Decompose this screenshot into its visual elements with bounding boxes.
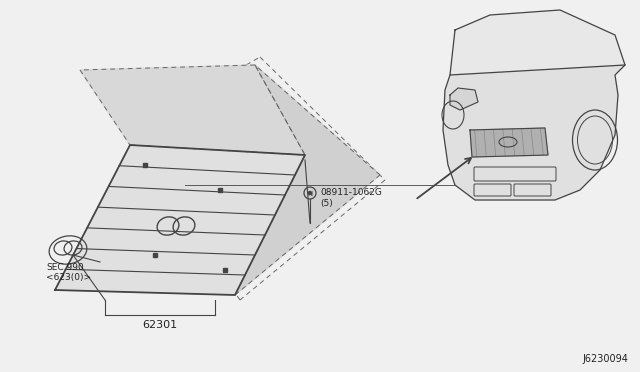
Text: SEC.990: SEC.990 xyxy=(46,263,84,272)
Text: <623(0)>: <623(0)> xyxy=(46,273,91,282)
Polygon shape xyxy=(450,10,625,75)
Text: J6230094: J6230094 xyxy=(582,354,628,364)
Circle shape xyxy=(308,192,312,195)
Text: N: N xyxy=(307,191,312,197)
Polygon shape xyxy=(80,65,305,155)
Polygon shape xyxy=(443,65,625,200)
Text: 62301: 62301 xyxy=(143,320,177,330)
Polygon shape xyxy=(55,145,305,295)
Polygon shape xyxy=(470,128,548,157)
Text: (5): (5) xyxy=(320,199,333,208)
Text: 08911-1062G: 08911-1062G xyxy=(320,188,382,197)
Polygon shape xyxy=(450,88,478,110)
Polygon shape xyxy=(235,65,380,295)
